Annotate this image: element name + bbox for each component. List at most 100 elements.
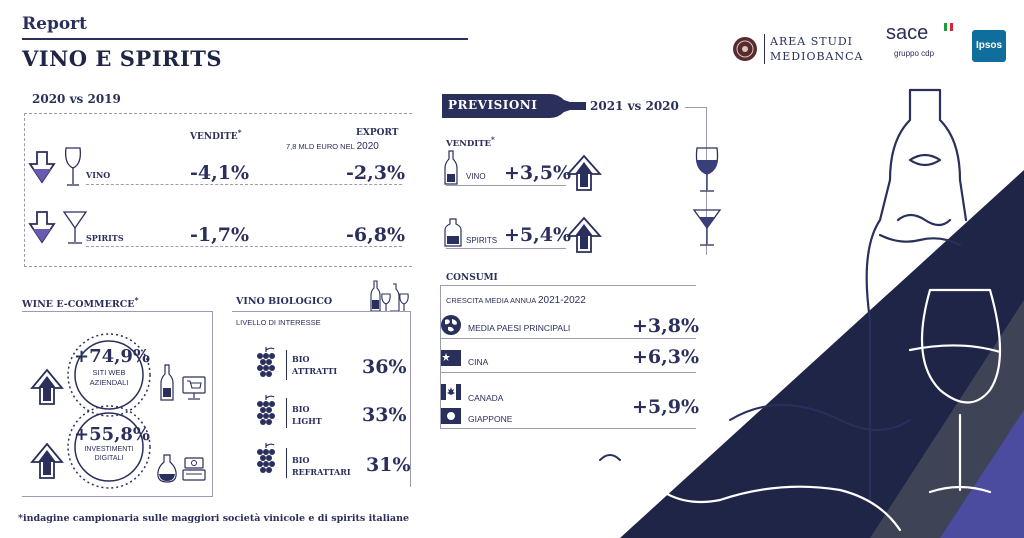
vino-sales-value: -4,1%	[190, 162, 249, 184]
ecommerce-right-rule	[212, 311, 213, 497]
consumption-media-value: +3,8%	[632, 315, 700, 337]
organic-light-value: 33%	[362, 404, 407, 426]
down-arrow-icon	[28, 151, 56, 184]
consumption-subtitle-prefix: CRESCITA MEDIA ANNUA	[446, 296, 538, 305]
consumption-bottom-rule	[440, 428, 696, 429]
vino-row-rule	[86, 184, 402, 185]
wine-bottle-icon	[160, 364, 174, 401]
ecommerce-title-mark: *	[134, 296, 139, 305]
ecommerce-title: WINE E-COMMERCE*	[22, 296, 139, 310]
ecommerce-top-rule	[22, 311, 212, 312]
italy-flag-icon	[944, 23, 953, 31]
organic-subtitle: LIVELLO DI INTERESSE	[236, 318, 321, 327]
forecast-sales-text: VENDITE	[446, 138, 491, 149]
organic-row-divider	[286, 350, 287, 380]
consumption-subtitle: CRESCITA MEDIA ANNUA 2021-2022	[446, 290, 586, 308]
consumption-row-label: MEDIA PAESI PRINCIPALI	[468, 323, 571, 333]
down-arrow-icon	[28, 211, 56, 244]
wine-glass-icon	[65, 147, 81, 186]
consumption-cina-value: +6,3%	[632, 346, 700, 368]
consumption-row-label2: GIAPPONE	[468, 414, 513, 424]
organic-refrattari-value: 31%	[366, 454, 411, 476]
bottle-glass-line-art	[598, 88, 1002, 532]
spirits-export-value: -6,8%	[346, 224, 405, 246]
forecast-spirits-rule	[446, 248, 566, 249]
grapes-icon	[257, 347, 275, 377]
cash-register-icon	[182, 457, 206, 481]
forecast-badge-label: PREVISIONI	[448, 98, 538, 112]
grapes-icon	[257, 443, 275, 473]
ipsos-wordmark: Ipsos	[975, 40, 1003, 51]
export-subtitle-year: 2020	[356, 141, 379, 152]
consumption-left-rule	[440, 285, 441, 429]
comparison-top-rule	[24, 113, 412, 114]
ipsos-logo: Ipsos	[972, 30, 1006, 62]
china-flag-icon	[441, 350, 461, 366]
mediobanca-logo: AREA STUDI MEDIOBANCA	[732, 32, 863, 66]
sace-subtitle: gruppo cdp	[894, 49, 935, 58]
organic-right-rule	[410, 311, 411, 487]
organic-row-line1: BIO	[292, 354, 310, 364]
consumption-row-rule	[440, 372, 696, 373]
mediobanca-seal-icon	[733, 37, 757, 61]
row-label-spirits: SPIRITS	[86, 233, 124, 243]
up-arrow-icon	[566, 216, 602, 253]
forecast-spirits-value: +5,4%	[504, 224, 572, 246]
consumption-row-label: CINA	[468, 357, 489, 367]
forecast-sales-mark: *	[491, 135, 495, 144]
comparison-bottom-rule	[24, 266, 412, 267]
organic-attratti-value: 36%	[362, 356, 407, 378]
comparison-left-rule	[24, 113, 25, 267]
mediobanca-line1: AREA STUDI	[770, 35, 854, 48]
forecast-spirits-label: SPIRITS	[466, 236, 498, 245]
row-label-vino: VINO	[86, 170, 111, 180]
ecommerce-investments-line2: DIGITALI	[94, 455, 124, 462]
up-arrow-icon	[30, 442, 64, 479]
sace-wordmark: sace	[886, 22, 929, 44]
logo-divider	[764, 34, 765, 64]
bottles-glasses-icon	[370, 280, 409, 312]
japan-flag-icon	[441, 408, 461, 424]
globe-icon	[441, 315, 461, 335]
forecast-vino-value: +3,5%	[504, 162, 572, 184]
col-header-sales-label: VENDITE	[190, 132, 238, 142]
consumption-rule	[440, 285, 696, 286]
spirits-bottle-icon	[444, 218, 462, 247]
organic-top-rule	[232, 311, 410, 312]
spirits-sales-value: -1,7%	[190, 224, 249, 246]
consumption-canada-japan-value: +5,9%	[632, 396, 700, 418]
sace-logo: sace gruppo cdp	[886, 22, 956, 62]
export-subtitle: 7,8 MLD EURO NEL 2020	[286, 141, 379, 152]
comparison-title: 2020 vs 2019	[32, 92, 121, 106]
stat-ring	[67, 405, 151, 489]
footnote: *indagine campionaria sulle maggiori soc…	[18, 513, 410, 524]
stat-ring	[67, 333, 151, 417]
up-arrow-icon	[566, 154, 602, 191]
decanter-icon	[157, 454, 177, 483]
wine-bottle-icon	[444, 150, 458, 185]
export-subtitle-prefix: 7,8 MLD EURO NEL	[286, 142, 357, 151]
consumption-subtitle-years: 2021-2022	[537, 295, 586, 306]
organic-row-line1: BIO	[292, 404, 310, 414]
cocktail-glass-filled-icon	[692, 209, 722, 246]
forecast-sales-label: VENDITE*	[446, 135, 495, 149]
ecommerce-title-text: WINE E-COMMERCE	[22, 299, 135, 311]
ecommerce-investments-value: +55,8%	[74, 424, 151, 445]
canada-flag-icon	[441, 384, 461, 400]
organic-row-line2: ATTRATTI	[292, 366, 338, 376]
forecast-bottle-badge	[442, 94, 586, 118]
forecast-top-rule	[685, 107, 707, 108]
ecommerce-websites-line1: SITI WEB	[92, 368, 126, 377]
forecast-title: 2021 vs 2020	[590, 99, 679, 113]
organic-row-divider	[286, 398, 287, 428]
organic-row-line2: LIGHT	[292, 416, 322, 426]
forecast-vino-rule	[446, 185, 566, 186]
report-label: Report	[22, 14, 87, 34]
ecommerce-bottom-rule	[22, 496, 212, 497]
col-header-sales: VENDITE*	[190, 128, 242, 142]
wine-glass-filled-icon	[695, 147, 719, 192]
col-header-export: EXPORT	[356, 128, 399, 138]
forecast-vino-label: VINO	[466, 172, 486, 181]
page-title: VINO E SPIRITS	[22, 46, 223, 71]
